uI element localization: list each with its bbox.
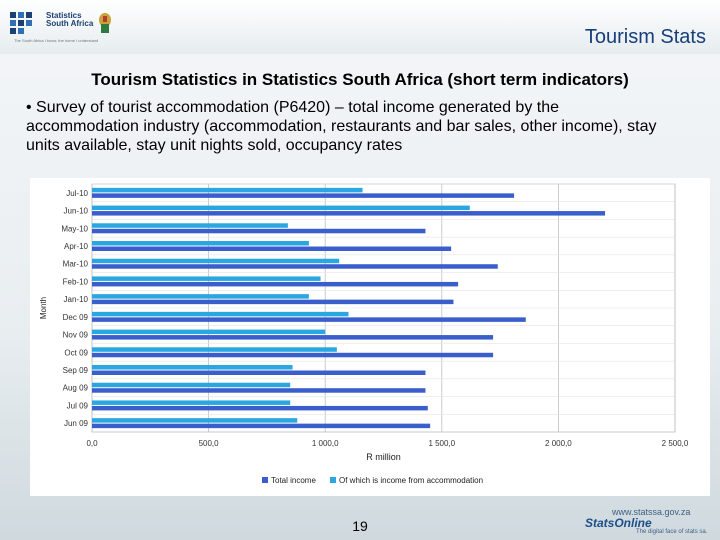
bar-accommodation-income: [92, 205, 470, 211]
income-chart: 0,0 500,0 1 000,0 1 500,0 2 000,0 2 500,0 Jul-…: [30, 178, 710, 496]
x-tick-label: 0,0: [86, 439, 98, 448]
footer-brand-tagline: The digital face of stats sa.: [636, 529, 708, 535]
bar-total-income: [92, 264, 498, 269]
y-tick-label: Jun 09: [64, 419, 89, 428]
org-name-line2: South Africa: [46, 19, 94, 28]
y-tick-label: Jun-10: [64, 207, 89, 216]
bar-total-income: [92, 228, 426, 234]
y-axis-title: Month: [39, 297, 48, 319]
slide-bullet: • Survey of tourist accommodation (P6420…: [26, 99, 657, 154]
bar-total-income: [92, 423, 431, 429]
bar-total-income: [92, 335, 494, 340]
coat-of-arms-icon: [99, 13, 111, 33]
stats-sa-logo: Statistics South Africa The South Africa…: [10, 12, 120, 46]
y-tick-label: Feb-10: [63, 277, 89, 286]
income-chart-svg: 0,0 500,0 1 000,0 1 500,0 2 000,0 2 500,0 Jul-…: [39, 183, 689, 485]
footer-brand: StatsOnline: [585, 516, 652, 530]
y-tick-label: Oct 09: [64, 348, 88, 357]
bar-total-income: [92, 370, 426, 375]
bar-accommodation-income: [92, 382, 291, 388]
bar-total-income: [92, 281, 459, 287]
x-tick-label: 2 000,0: [545, 439, 572, 448]
bar-accommodation-income: [92, 276, 321, 281]
x-tick-label: 1 000,0: [312, 439, 339, 448]
header-bar: Statistics South Africa The South Africa…: [0, 0, 720, 54]
legend-label-total-income: Total income: [271, 476, 316, 485]
bar-total-income: [92, 317, 526, 322]
bar-accommodation-income: [92, 400, 291, 405]
legend-swatch-total-income: [262, 477, 268, 483]
legend-label-accommodation-income: Of which is income from accommodation: [339, 476, 483, 485]
bar-total-income: [92, 211, 606, 216]
bar-total-income: [92, 299, 454, 305]
header-title: Tourism Stats: [584, 26, 706, 48]
bar-total-income: [92, 352, 494, 358]
y-tick-label: Aug 09: [63, 384, 89, 393]
y-tick-label: Apr-10: [64, 242, 89, 251]
y-tick-label: Jul 09: [67, 401, 89, 410]
bar-accommodation-income: [92, 241, 309, 246]
stats-sa-logo-icon: [10, 12, 32, 34]
y-tick-label: Mar-10: [63, 260, 89, 269]
slide-title: Tourism Statistics in Statistics South A…: [91, 70, 629, 89]
bar-accommodation-income: [92, 223, 288, 228]
bar-accommodation-income: [92, 258, 340, 264]
bar-accommodation-income: [92, 347, 337, 352]
bar-accommodation-income: [92, 187, 363, 193]
bar-total-income: [92, 246, 452, 251]
x-axis-title: R million: [366, 452, 401, 462]
bar-accommodation-income: [92, 294, 309, 299]
org-tagline: The South Africa I know, the home I unde…: [14, 38, 99, 43]
y-tick-label: Sep 09: [63, 366, 89, 375]
bar-total-income: [92, 193, 515, 198]
x-tick-label: 500,0: [199, 439, 220, 448]
y-tick-label: Jul-10: [66, 189, 88, 198]
y-tick-label: Jan-10: [64, 295, 89, 304]
bar-accommodation-income: [92, 329, 326, 335]
bar-total-income: [92, 388, 426, 393]
y-tick-label: Nov 09: [63, 331, 89, 340]
bar-accommodation-income: [92, 365, 293, 370]
bar-accommodation-income: [92, 311, 349, 317]
x-tick-label: 1 500,0: [428, 439, 455, 448]
y-tick-label: May-10: [61, 224, 88, 233]
y-tick-label: Dec 09: [63, 313, 89, 322]
x-tick-label: 2 500,0: [662, 439, 689, 448]
legend-swatch-accommodation-income: [330, 477, 336, 483]
footer-url: www.statssa.gov.za: [612, 507, 691, 517]
bar-total-income: [92, 405, 428, 411]
page-number: 19: [352, 518, 368, 534]
bar-accommodation-income: [92, 418, 298, 423]
org-name-line1: Statistics: [46, 11, 82, 20]
